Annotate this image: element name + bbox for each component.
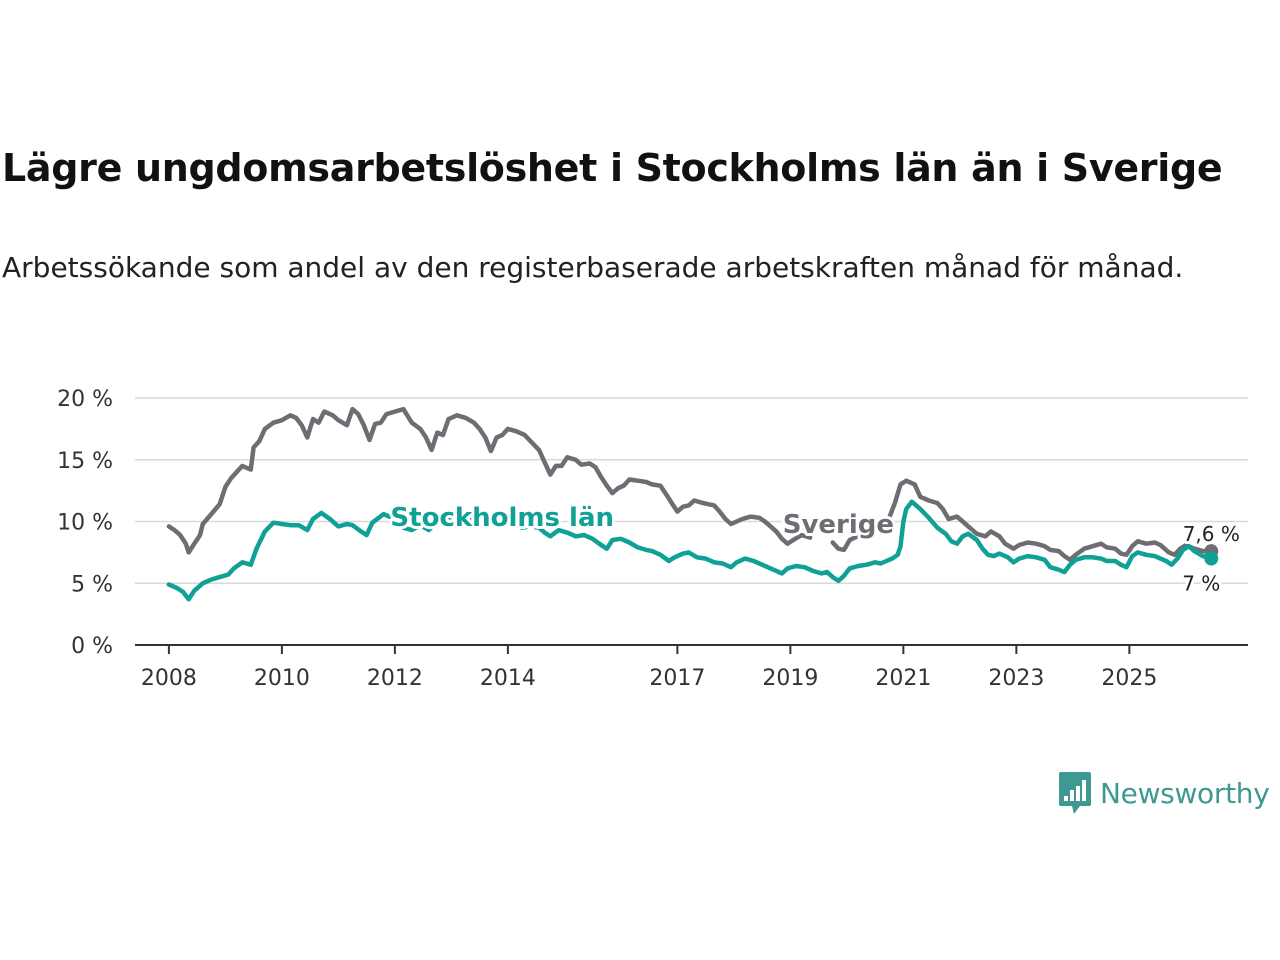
y-tick-label: 10 % [57,511,113,536]
line-chart: 0 %5 %10 %15 %20 % 2008 2010 2012 2014 2017 2… [57,387,1248,691]
x-tick-label: 2014 [480,666,536,691]
x-tick-label: 2019 [762,666,818,691]
series-label: Sverige [783,510,894,540]
series-line [166,406,813,555]
end-point-marker [1204,551,1219,566]
y-axis-tick-labels: 0 % 5 % 10 % 15 % 20 % [57,387,113,659]
y-tick-label: 20 % [57,387,113,412]
newsworthy-logo: Newsworthy [1058,770,1270,816]
bar-chart-speech-bubble-icon [1059,772,1091,814]
x-tick-label: 2012 [367,666,423,691]
chart-title: Lägre ungdomsarbetslöshet i Stockholms l… [2,146,1223,190]
grid-lines [135,397,1248,646]
series-label: 7,6 % [1183,522,1240,546]
brand-name: Newsworthy [1100,776,1270,810]
x-tick-label: 2025 [1101,666,1157,691]
y-tick-label: 0 % [71,634,113,659]
series-lines [166,406,1219,602]
x-tick-label: 2017 [649,666,705,691]
series-line [830,478,1214,563]
x-tick-label: 2021 [875,666,931,691]
y-tick-label: 15 % [57,449,113,474]
x-tick-label: 2010 [254,666,310,691]
series-label: 7 % [1182,572,1220,596]
chart-subtitle: Arbetssökande som andel av den registerb… [2,251,1184,284]
x-axis-tick-labels: 2008 2010 2012 2014 2017 2019 2021 2023 2025 [141,645,1157,691]
x-tick-label: 2008 [141,666,197,691]
x-tick-label: 2023 [988,666,1044,691]
y-tick-label: 5 % [71,572,113,597]
series-line [166,499,1214,602]
series-labels: Stockholms län Sverige 7,6 % 7 % [387,500,1242,599]
series-label: Stockholms län [390,503,614,533]
